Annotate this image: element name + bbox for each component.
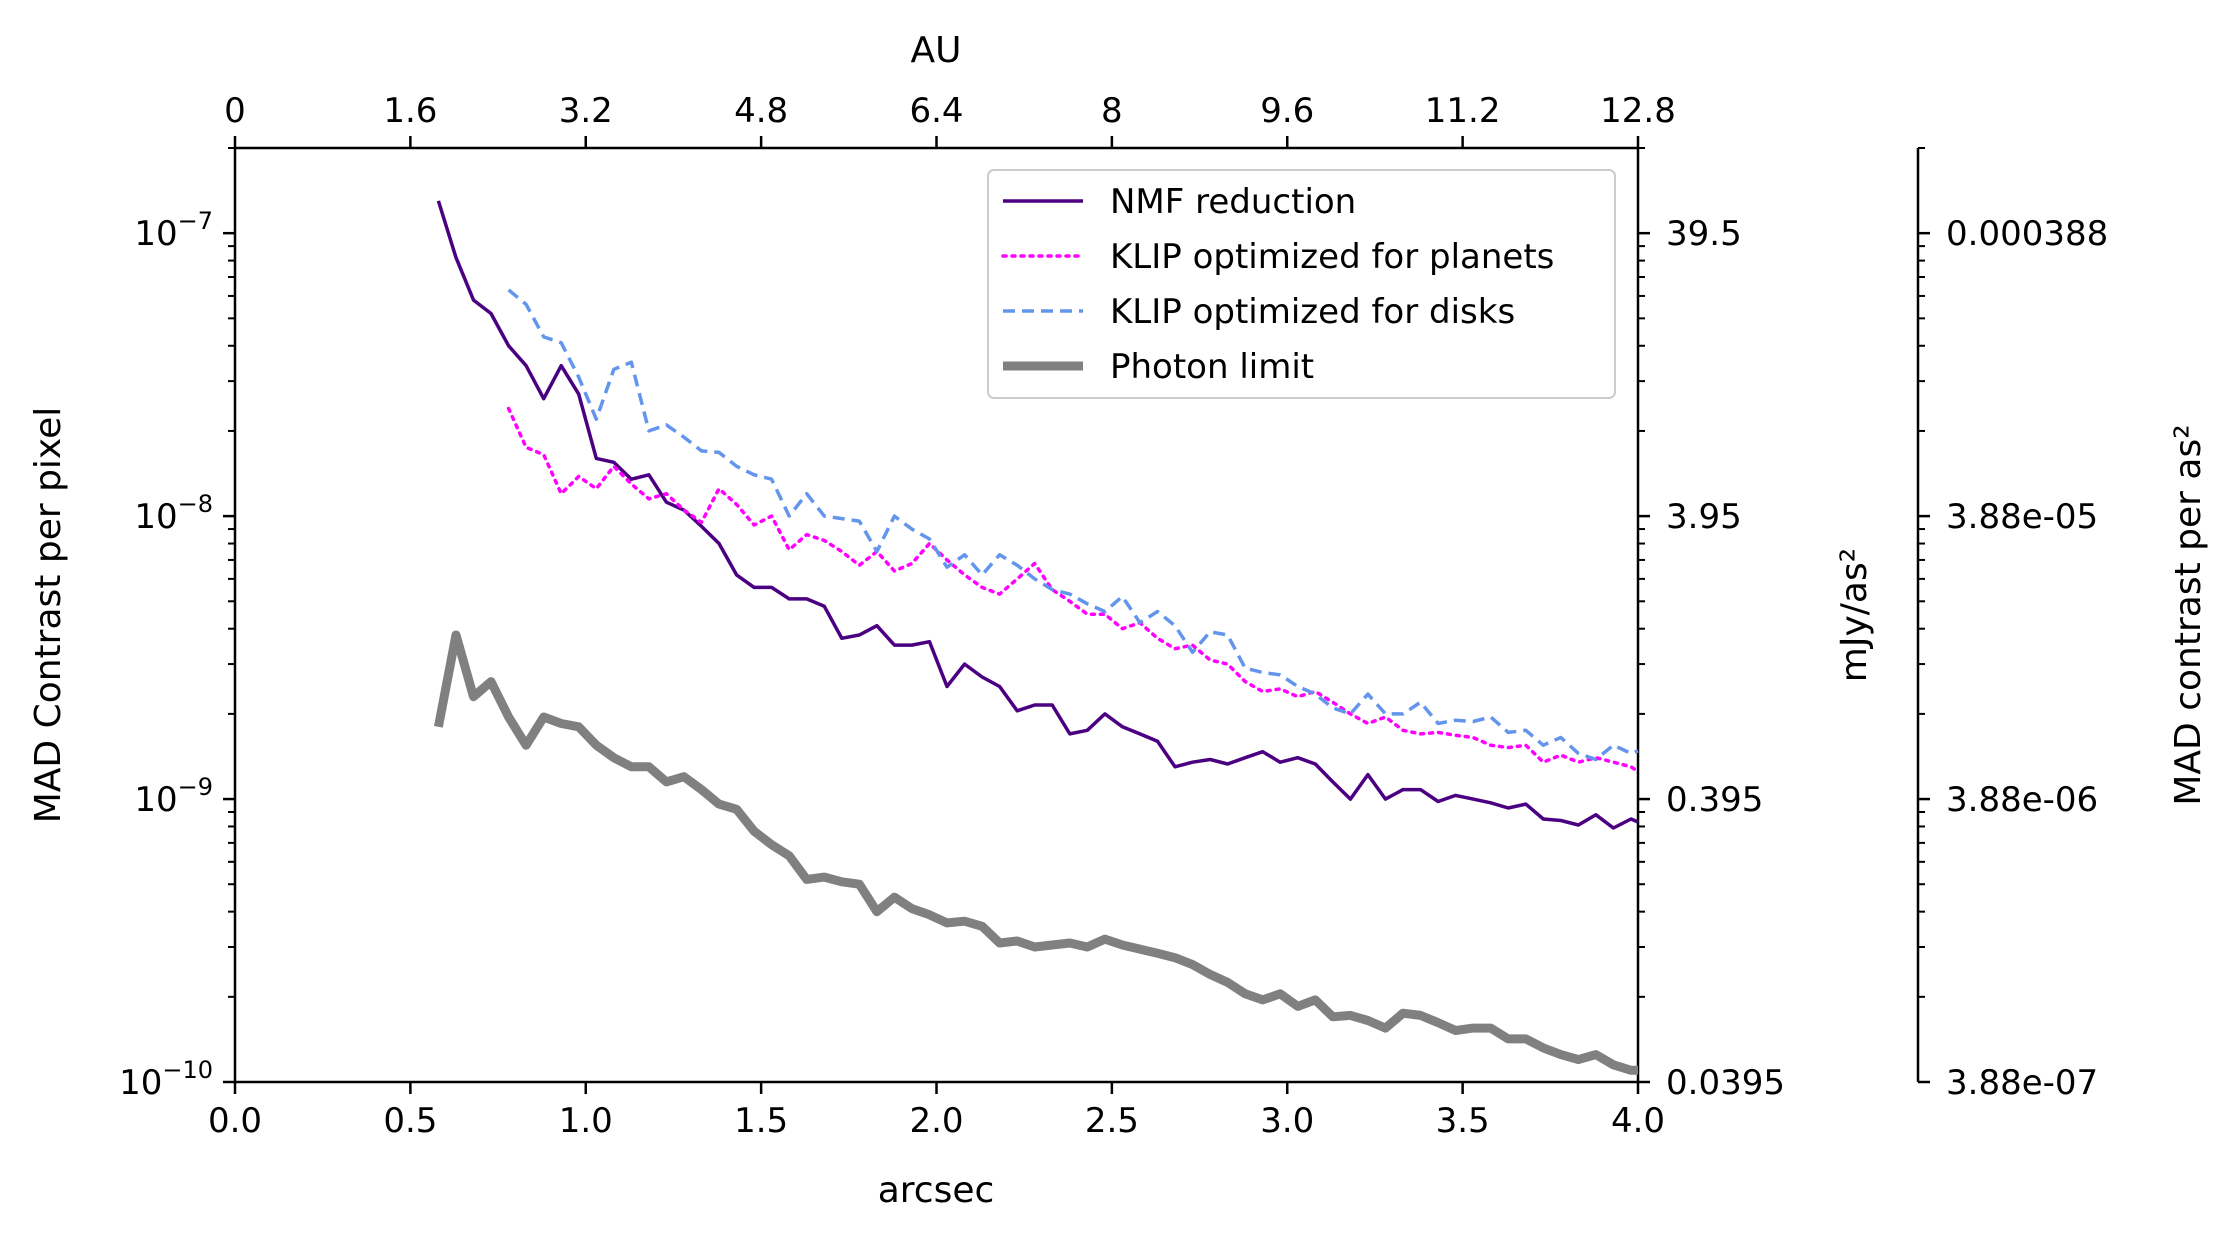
x2-tick-label: 6.4 [909, 91, 963, 131]
y3-tick-label: 3.88e-07 [1946, 1063, 2098, 1103]
legend-label: KLIP optimized for planets [1110, 237, 1554, 277]
x-tick-label: 3.5 [1436, 1101, 1490, 1141]
y3-axis: 0.000388 3.88e-05 3.88e-06 3.88e-07 [1916, 147, 2108, 1103]
x-tick-label: 2.5 [1085, 1101, 1139, 1141]
y2-tick-label: 0.0395 [1666, 1063, 1785, 1103]
series-group [433, 200, 1640, 1075]
y2-tick-label: 0.395 [1666, 780, 1763, 820]
y3-tick-label: 3.88e-05 [1946, 497, 2098, 537]
x-tick-label: 4.0 [1611, 1101, 1665, 1141]
y2-axis-label: mJy/as² [1834, 548, 1875, 682]
y3-tick-label: 0.000388 [1946, 214, 2108, 254]
y-axis: 10−710−810−910−10 [119, 147, 1645, 1103]
y-tick-label: 10−8 [134, 490, 213, 537]
x2-tick-label: 11.2 [1425, 91, 1501, 131]
legend-box [987, 169, 1616, 399]
x2-tick-label: 3.2 [559, 91, 613, 131]
y3-axis-label: MAD contrast per as² [2168, 424, 2209, 805]
y-axis-label: MAD Contrast per pixel [28, 407, 69, 824]
y-tick-label: 10−9 [134, 773, 213, 820]
y2-tick-label: 3.95 [1666, 497, 1742, 537]
legend: NMF reduction KLIP optimized for planets K… [987, 169, 1616, 399]
y-tick-label: 10−7 [134, 207, 213, 254]
x-tick-label: 1.0 [559, 1101, 613, 1141]
x-tick-label: 3.0 [1260, 1101, 1314, 1141]
x-tick-label: 0.5 [383, 1101, 437, 1141]
legend-label: NMF reduction [1110, 182, 1356, 222]
x2-axis: 0 1.6 3.2 4.8 6.4 8 9.6 11.2 12.8 [224, 91, 1676, 148]
x-tick-label: 0.0 [208, 1101, 262, 1141]
y2-tick-label: 39.5 [1666, 214, 1742, 254]
series-line-klip-optimized-for-planets [506, 406, 1640, 774]
x2-tick-label: 8 [1101, 91, 1123, 131]
legend-label: KLIP optimized for disks [1110, 292, 1515, 332]
x-axis: 0.0 0.5 1.0 1.5 2.0 2.5 3.0 3.5 4.0 [208, 1082, 1665, 1141]
series-line-photon-limit [433, 630, 1638, 1075]
x2-axis-label: AU [911, 30, 962, 71]
legend-label: Photon limit [1110, 347, 1314, 387]
x2-tick-label: 1.6 [383, 91, 437, 131]
x-tick-label: 1.5 [734, 1101, 788, 1141]
x2-tick-label: 0 [224, 91, 246, 131]
x2-tick-label: 4.8 [734, 91, 788, 131]
x2-tick-label: 12.8 [1600, 91, 1676, 131]
x-axis-label: arcsec [878, 1170, 995, 1211]
y3-tick-label: 3.88e-06 [1946, 780, 2098, 820]
series-line-nmf-reduction [436, 200, 1639, 830]
x2-tick-label: 9.6 [1260, 91, 1314, 131]
x-tick-label: 2.0 [909, 1101, 963, 1141]
series-line-klip-optimized-for-disks [507, 288, 1639, 762]
y2-axis: 39.5 3.95 0.395 0.0395 [1638, 214, 1785, 1103]
